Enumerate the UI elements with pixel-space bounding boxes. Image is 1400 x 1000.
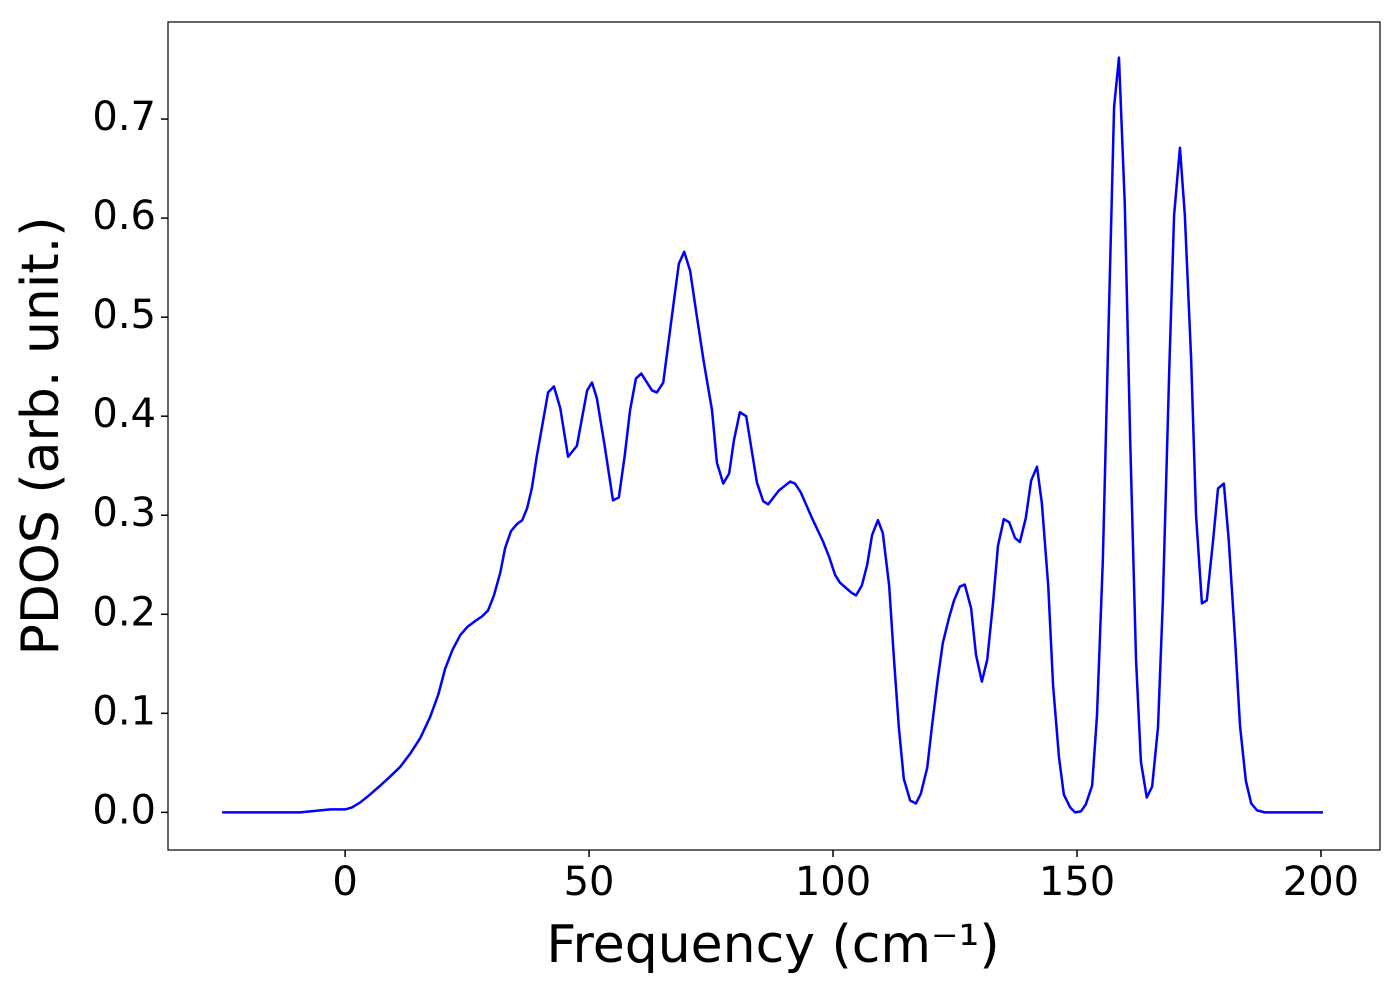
y-tick-label: 0.7 [92,94,156,140]
data-line [222,56,1323,814]
y-tick-label: 0.4 [92,391,156,437]
y-tick-label: 0.0 [92,787,156,833]
y-tick-label: 0.3 [92,490,156,536]
x-tick-label: 0 [332,859,357,905]
x-tick-label: 150 [1039,859,1115,905]
y-axis-label: PDOS (arb. unit.) [11,216,71,655]
y-tick-label: 0.2 [92,589,156,635]
y-tick-label: 0.6 [92,193,156,239]
plot-frame [167,21,1381,851]
x-tick-label: 200 [1283,859,1359,905]
x-tick-label: 50 [564,859,615,905]
y-tick-label: 0.5 [92,292,156,338]
y-tick-label: 0.1 [92,688,156,734]
x-tick-label: 100 [795,859,871,905]
x-axis-label: Frequency (cm⁻¹) [546,915,999,975]
